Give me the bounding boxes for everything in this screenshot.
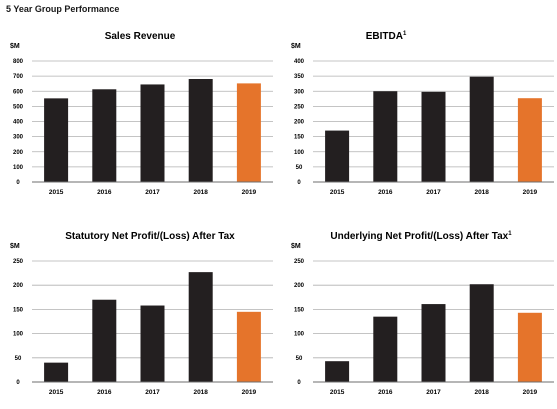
y-tick-label: 50	[296, 356, 303, 362]
x-tick-label: 2019	[242, 189, 257, 196]
bar-2018	[188, 272, 213, 382]
y-tick-label: 150	[294, 135, 305, 141]
chart-title: Underlying Net Profit/(Loss) After Tax1	[330, 231, 512, 242]
y-tick-label: 200	[294, 120, 305, 126]
bar-2017	[140, 305, 165, 382]
x-tick-label: 2018	[193, 189, 208, 196]
bar-2018	[469, 284, 494, 382]
y-tick-label: 400	[13, 120, 24, 126]
y-tick-label: 700	[13, 74, 24, 80]
y-tick-label: 0	[16, 180, 20, 186]
bar-2016	[92, 89, 117, 182]
chart-underlying-npat: Underlying Net Profit/(Loss) After Tax1 $…	[291, 231, 554, 396]
y-tick-label: 500	[13, 104, 24, 110]
x-tick-label: 2019	[523, 189, 538, 196]
bar-2017	[421, 91, 446, 182]
x-tick-label: 2018	[193, 389, 208, 396]
bar-2017	[140, 84, 165, 182]
y-tick-label: 300	[13, 135, 24, 141]
x-tick-label: 2019	[242, 389, 257, 396]
x-tick-label: 2016	[378, 389, 393, 396]
bar-2019	[517, 312, 542, 382]
y-tick-label: 0	[297, 380, 301, 386]
chart-panel-ebitda: EBITDA1 $M 0 50 100 150 200 250 300 350 400 2015 201…	[281, 22, 557, 207]
y-tick-label: 250	[294, 104, 305, 110]
bar-2018	[469, 76, 494, 182]
y-tick-label: 100	[294, 332, 305, 338]
bar-2019	[236, 311, 261, 382]
bar-2019	[236, 83, 261, 182]
x-tick-label: 2018	[474, 389, 489, 396]
y-tick-label: 50	[296, 165, 303, 171]
page-heading: 5 Year Group Performance	[6, 4, 120, 14]
y-tick-label: 200	[13, 283, 24, 289]
y-tick-label: 350	[294, 74, 305, 80]
y-tick-label: 250	[294, 259, 305, 265]
x-tick-label: 2019	[523, 389, 538, 396]
y-tick-label: 600	[13, 89, 24, 95]
y-tick-label: 800	[13, 59, 24, 65]
y-tick-label: 50	[15, 356, 22, 362]
y-tick-label: 150	[294, 307, 305, 313]
y-tick-label: 0	[297, 180, 301, 186]
x-tick-label: 2015	[330, 389, 345, 396]
x-tick-label: 2015	[49, 189, 64, 196]
y-tick-label: 300	[294, 89, 305, 95]
chart-ebitda: EBITDA1 $M 0 50 100 150 200 250 300 350 400 2015 201…	[291, 31, 554, 196]
bar-2017	[421, 304, 446, 382]
x-tick-label: 2015	[330, 189, 345, 196]
chart-statutory-npat: Statutory Net Profit/(Loss) After Tax $M 0…	[10, 231, 273, 396]
bar-2015	[44, 362, 69, 382]
x-tick-label: 2017	[145, 189, 160, 196]
x-tick-label: 2017	[426, 389, 441, 396]
y-tick-label: 150	[13, 307, 24, 313]
y-tick-label: 0	[16, 380, 20, 386]
bar-2015	[325, 361, 350, 382]
x-tick-label: 2016	[97, 389, 112, 396]
y-axis-unit-label: $M	[10, 243, 20, 250]
x-tick-label: 2016	[97, 189, 112, 196]
y-tick-label: 200	[294, 283, 305, 289]
y-axis-unit-label: $M	[10, 43, 20, 50]
x-tick-label: 2015	[49, 389, 64, 396]
x-tick-label: 2018	[474, 189, 489, 196]
chart-title: Statutory Net Profit/(Loss) After Tax	[65, 231, 235, 242]
chart-title: EBITDA1	[366, 31, 407, 42]
chart-panel-underlying-npat: Underlying Net Profit/(Loss) After Tax1 $…	[281, 222, 557, 407]
bar-2016	[92, 299, 117, 382]
chart-sales-revenue: Sales Revenue $M 0 100 200 300 400 500 600 700 800…	[10, 31, 273, 196]
bar-2016	[373, 316, 398, 382]
bar-2015	[325, 130, 350, 182]
x-tick-label: 2016	[378, 189, 393, 196]
bar-2019	[517, 98, 542, 182]
y-tick-label: 250	[13, 259, 24, 265]
chart-panel-sales-revenue: Sales Revenue $M 0 100 200 300 400 500 600 700 800…	[0, 22, 276, 207]
y-tick-label: 200	[13, 150, 24, 156]
bar-2016	[373, 91, 398, 182]
bar-2018	[188, 78, 213, 182]
y-tick-label: 100	[13, 332, 24, 338]
chart-panel-statutory-npat: Statutory Net Profit/(Loss) After Tax $M 0…	[0, 222, 276, 407]
bar-2015	[44, 98, 69, 182]
y-tick-label: 400	[294, 59, 305, 65]
y-axis-unit-label: $M	[291, 43, 301, 50]
y-axis-unit-label: $M	[291, 243, 301, 250]
chart-title: Sales Revenue	[105, 31, 176, 42]
chart-title-footnote: 1	[508, 231, 512, 237]
y-tick-label: 100	[13, 165, 24, 171]
x-tick-label: 2017	[426, 189, 441, 196]
y-tick-label: 100	[294, 150, 305, 156]
chart-title-footnote: 1	[403, 31, 407, 37]
x-tick-label: 2017	[145, 389, 160, 396]
